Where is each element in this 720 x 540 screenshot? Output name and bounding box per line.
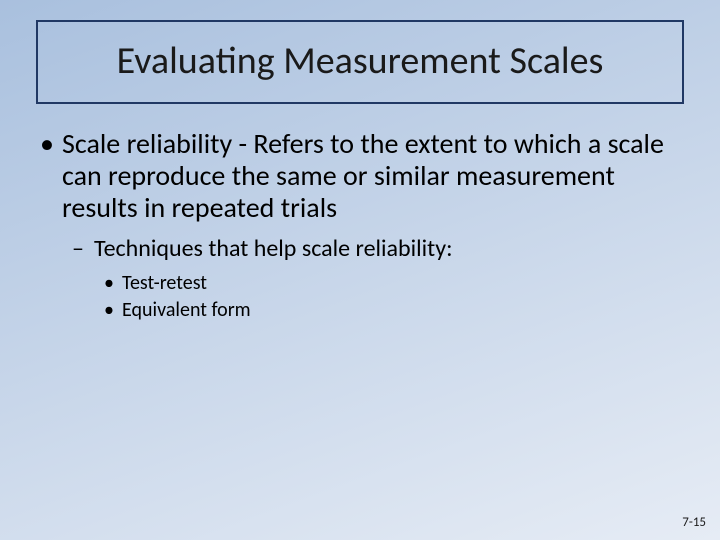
bullet-level-3: Equivalent form (98, 298, 684, 323)
title-box: Evaluating Measurement Scales (36, 20, 684, 104)
slide: Evaluating Measurement Scales Scale reli… (0, 0, 720, 540)
bullet-level-1: Scale reliability - Refers to the extent… (36, 128, 684, 225)
bullet-text: Techniques that help scale reliability: (94, 234, 453, 263)
slide-number: 7-15 (682, 515, 706, 530)
bullet-text: Scale reliability - Refers to the extent… (62, 126, 664, 225)
bullet-level-2: Techniques that help scale reliability: (66, 235, 684, 264)
body-area: Scale reliability - Refers to the extent… (36, 128, 684, 325)
bullet-text: Equivalent form (122, 298, 251, 322)
slide-title: Evaluating Measurement Scales (117, 41, 604, 83)
bullet-list: Scale reliability - Refers to the extent… (36, 128, 684, 323)
bullet-level-3: Test-retest (98, 271, 684, 296)
bullet-text: Test-retest (122, 271, 207, 295)
